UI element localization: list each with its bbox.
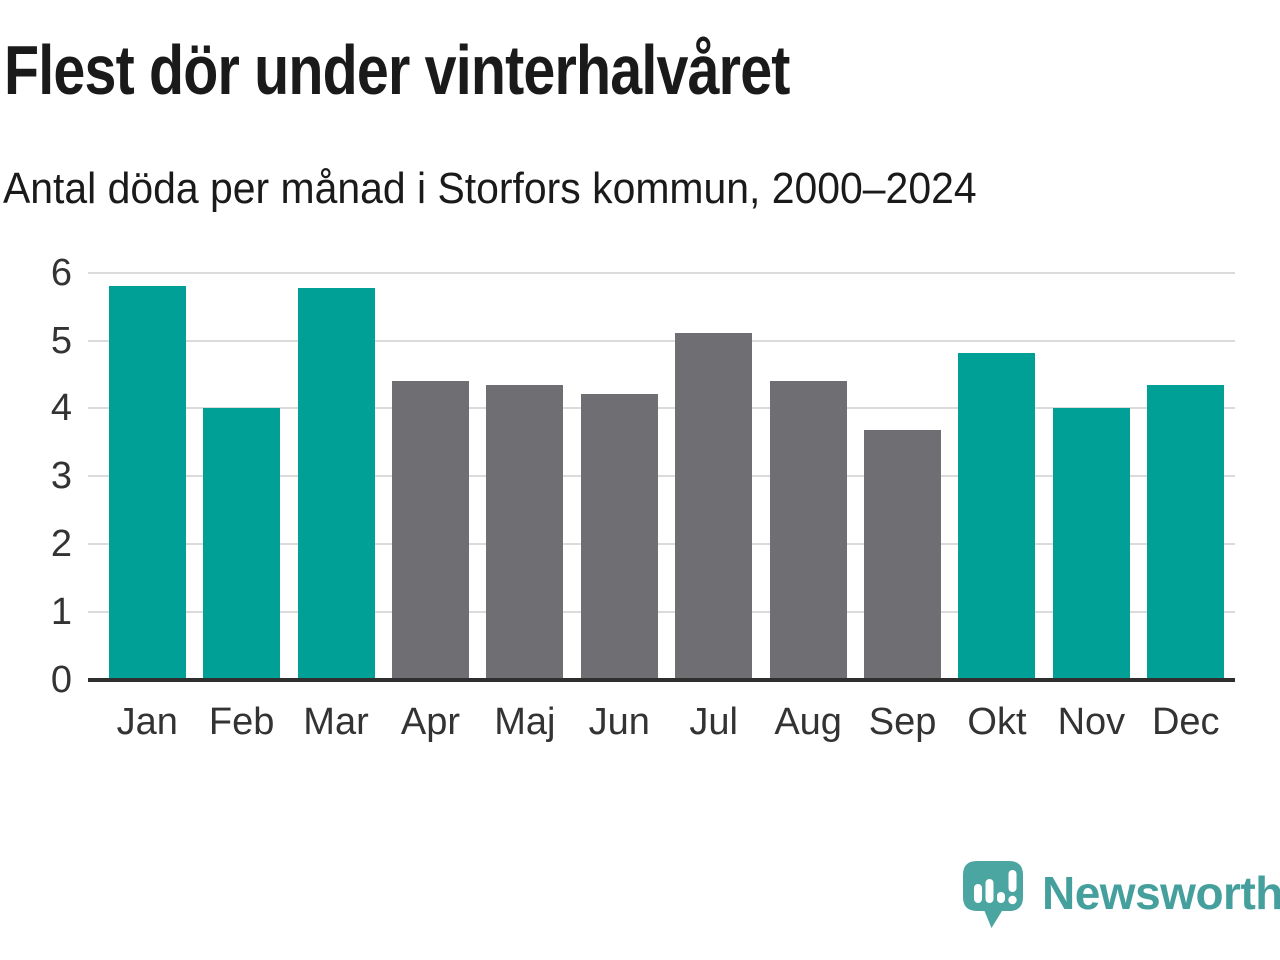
- bar-jul: [675, 333, 753, 678]
- bar-mar: [297, 288, 375, 678]
- gridline: [88, 339, 1235, 342]
- x-tick-label: Feb: [208, 701, 275, 743]
- bar-sep: [864, 430, 942, 678]
- bar-feb: [203, 408, 281, 678]
- bar-apr: [391, 381, 469, 678]
- x-tick-label: Jan: [116, 701, 178, 743]
- y-tick-label: 1: [50, 591, 72, 634]
- y-tick-label: 0: [50, 659, 72, 701]
- x-axis-line: [88, 678, 1235, 682]
- gridline: [88, 407, 1235, 410]
- bar-nov: [1052, 408, 1130, 678]
- x-tick-label: Jul: [689, 701, 738, 743]
- x-tick-label: Sep: [868, 701, 937, 743]
- chart-subtitle: Antal döda per månad i Storfors kommun, …: [3, 164, 977, 213]
- x-tick-label: Aug: [774, 701, 842, 743]
- x-tick-label: Okt: [967, 701, 1027, 743]
- gridline: [88, 611, 1235, 614]
- bar-jun: [580, 394, 658, 678]
- y-tick-label: 2: [50, 523, 72, 566]
- x-tick-label: Apr: [400, 701, 461, 743]
- x-tick-label: Nov: [1057, 701, 1126, 743]
- y-tick-label: 3: [50, 455, 72, 498]
- bar-okt: [958, 353, 1036, 678]
- bar-dec: [1147, 385, 1225, 678]
- newsworthy-logo-icon: [963, 861, 1023, 928]
- y-tick-label: 5: [50, 319, 72, 362]
- bar-jan: [108, 286, 186, 678]
- chart-title: Flest dör under vinterhalvåret: [4, 31, 790, 109]
- x-tick-label: Dec: [1151, 701, 1220, 743]
- gridline: [88, 543, 1235, 546]
- brand-name: Newsworthy: [1042, 866, 1280, 919]
- bar-maj: [486, 385, 564, 678]
- gridline: [88, 475, 1235, 478]
- bar-aug: [769, 381, 847, 678]
- x-tick-label: Maj: [494, 701, 556, 743]
- x-tick-label: Mar: [303, 701, 369, 743]
- y-tick-label: 4: [50, 387, 72, 430]
- gridline: [88, 271, 1235, 274]
- y-tick-label: 6: [50, 251, 72, 294]
- x-tick-label: Jun: [588, 701, 650, 743]
- newsworthy-brand: Newsworthy: [958, 858, 1280, 933]
